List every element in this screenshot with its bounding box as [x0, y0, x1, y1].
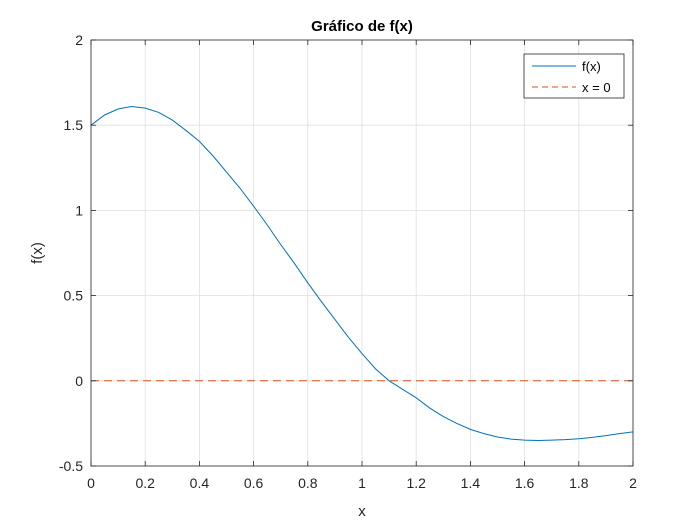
x-tick-label: 1	[358, 475, 366, 491]
y-tick-label: -0.5	[59, 458, 83, 474]
y-tick-label: 1.5	[64, 117, 84, 133]
y-tick-label: 1	[75, 202, 83, 218]
x-tick-label: 0.2	[135, 475, 155, 491]
x-tick-label: 1.6	[515, 475, 535, 491]
x-tick-label: 0.6	[244, 475, 264, 491]
legend-label-fx: f(x)	[582, 59, 601, 74]
series-line-fx	[90, 105, 634, 441]
y-tick-label: 0.5	[64, 288, 84, 304]
chart-title: Gráfico de f(x)	[311, 18, 413, 35]
x-axis-title: x	[358, 503, 366, 520]
legend: f(x) x = 0	[523, 53, 625, 99]
x-tick-label: 0.4	[190, 475, 210, 491]
ticks: 0 0.2 0.4 0.6 0.8 1 1.2 1.4 1.6 1.8 2-0.500.511.52	[59, 32, 637, 491]
x-tick-label: 0.8	[298, 475, 318, 491]
x-tick-label: 1.2	[406, 475, 426, 491]
x-tick-label: 2	[629, 475, 637, 491]
y-tick-label: 2	[75, 32, 83, 48]
x-tick-label: 1.8	[569, 475, 589, 491]
x-tick-label: 0	[87, 475, 95, 491]
y-axis-title: f(x)	[29, 242, 46, 264]
x-tick-label: 1.4	[461, 475, 481, 491]
y-tick-label: 0	[75, 373, 83, 389]
series-layer	[90, 105, 634, 441]
legend-box	[523, 53, 625, 99]
legend-label-x-zero: x = 0	[582, 80, 611, 95]
